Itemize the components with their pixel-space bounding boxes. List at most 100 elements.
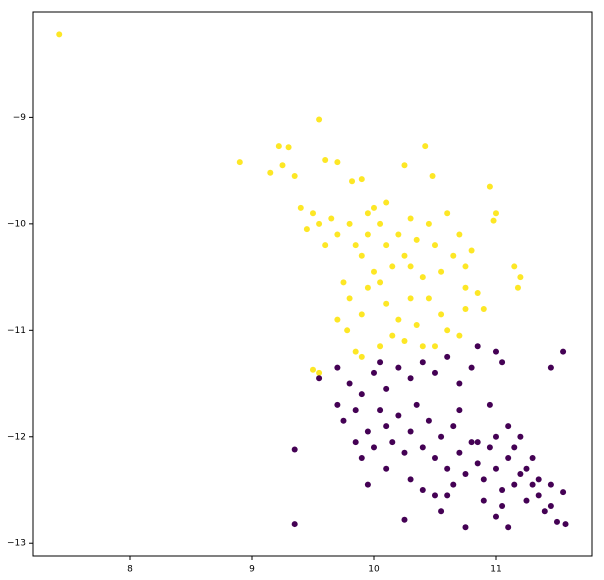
point <box>364 428 371 435</box>
point <box>553 518 560 525</box>
point <box>395 364 402 371</box>
y-tick-label: −11 <box>7 326 26 336</box>
point <box>438 508 445 515</box>
point <box>413 236 420 243</box>
point <box>444 492 451 499</box>
point <box>364 481 371 488</box>
point <box>456 380 463 387</box>
point <box>346 380 353 387</box>
point <box>358 176 365 183</box>
point <box>444 210 451 217</box>
point <box>56 31 63 38</box>
point <box>322 242 329 249</box>
point <box>407 375 414 382</box>
y-tick-label: −13 <box>7 539 26 549</box>
point <box>480 476 487 483</box>
point <box>450 252 457 259</box>
point <box>505 524 512 531</box>
point <box>425 220 432 227</box>
plot-frame <box>32 11 593 557</box>
point <box>462 471 469 478</box>
point <box>547 502 554 509</box>
point <box>541 508 548 515</box>
point <box>419 359 426 366</box>
point <box>438 268 445 275</box>
point <box>468 439 475 446</box>
point <box>352 242 359 249</box>
point <box>377 359 384 366</box>
point <box>419 274 426 281</box>
point <box>407 428 414 435</box>
point <box>444 327 451 334</box>
point <box>514 284 521 291</box>
point <box>505 423 512 430</box>
point <box>474 439 481 446</box>
point <box>275 143 282 150</box>
point <box>547 481 554 488</box>
point <box>438 311 445 318</box>
point <box>547 364 554 371</box>
point <box>352 407 359 414</box>
point <box>413 321 420 328</box>
point <box>389 263 396 270</box>
point <box>419 444 426 451</box>
point <box>316 220 323 227</box>
point <box>377 343 384 350</box>
point <box>492 513 499 520</box>
x-tick-label: 10 <box>368 565 380 575</box>
point <box>395 412 402 419</box>
point <box>499 486 506 493</box>
point <box>468 247 475 254</box>
point <box>401 162 408 169</box>
point <box>377 220 384 227</box>
point <box>352 348 359 355</box>
point <box>383 242 390 249</box>
point <box>562 521 569 528</box>
point <box>291 446 298 453</box>
point <box>560 348 567 355</box>
point <box>285 144 292 151</box>
point <box>334 316 341 323</box>
point <box>462 263 469 270</box>
point <box>328 215 335 222</box>
point <box>236 159 243 166</box>
point <box>340 279 347 286</box>
point <box>462 306 469 313</box>
point <box>303 226 310 233</box>
point <box>389 332 396 339</box>
point <box>486 183 493 190</box>
point <box>431 343 438 350</box>
point <box>291 172 298 179</box>
point <box>517 471 524 478</box>
point <box>511 481 518 488</box>
x-tick-label: 8 <box>127 565 133 575</box>
point <box>395 316 402 323</box>
point <box>407 215 414 222</box>
point <box>419 343 426 350</box>
point <box>346 295 353 302</box>
point <box>401 449 408 456</box>
point <box>450 481 457 488</box>
point <box>316 369 323 376</box>
point <box>560 489 567 496</box>
point <box>474 343 481 350</box>
point <box>401 516 408 523</box>
point <box>490 217 497 224</box>
y-tick-label: −12 <box>7 432 26 442</box>
x-tick-label: 9 <box>249 565 255 575</box>
point <box>499 502 506 509</box>
point <box>407 476 414 483</box>
point <box>352 439 359 446</box>
point <box>492 210 499 217</box>
point <box>422 143 429 150</box>
point <box>370 369 377 376</box>
point <box>383 385 390 392</box>
point <box>383 300 390 307</box>
point <box>431 492 438 499</box>
point <box>358 353 365 360</box>
point <box>444 353 451 360</box>
point <box>511 444 518 451</box>
point <box>407 295 414 302</box>
point <box>529 455 536 462</box>
point <box>456 407 463 414</box>
